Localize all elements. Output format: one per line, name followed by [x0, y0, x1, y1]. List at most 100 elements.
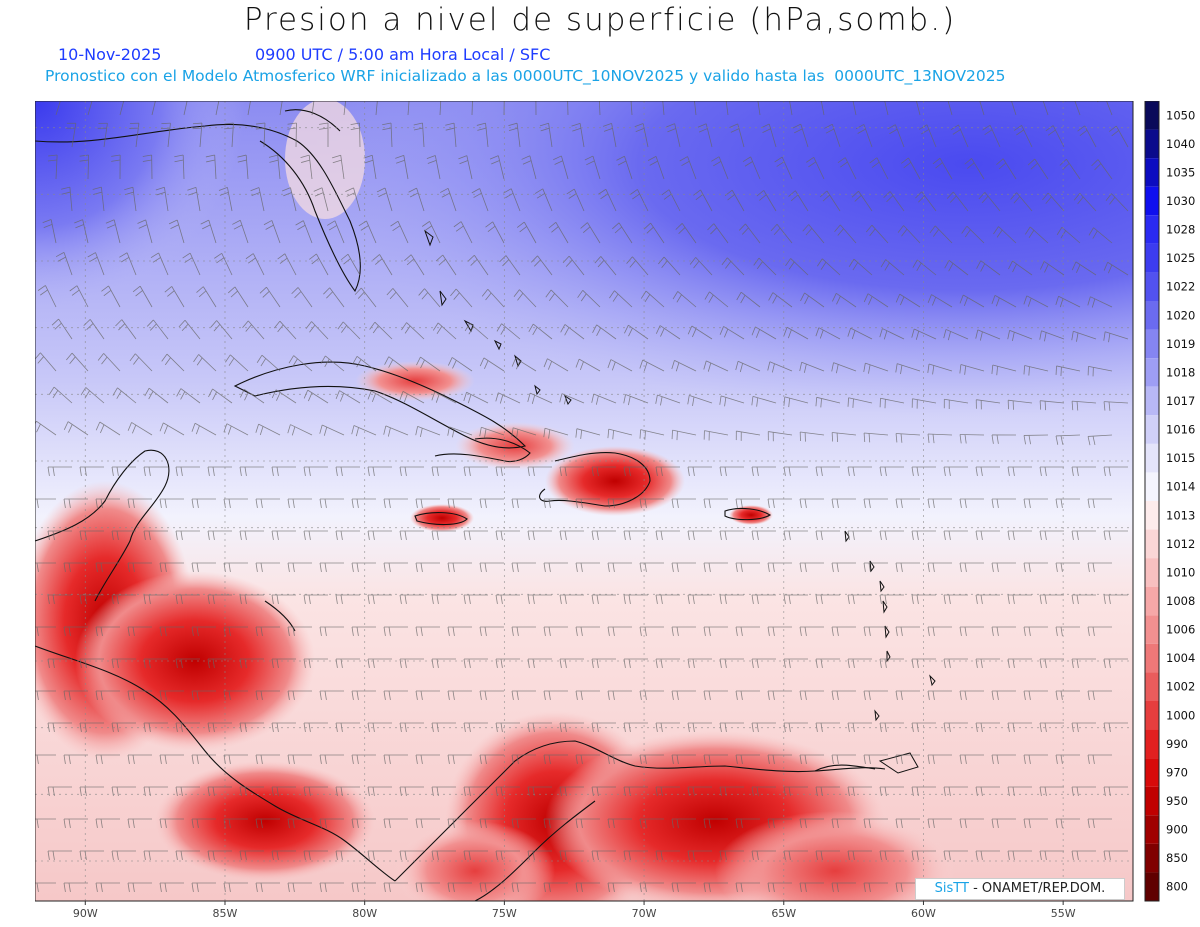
colorbar-label: 800 — [1166, 880, 1188, 894]
colorbar-swatch — [1145, 329, 1159, 359]
wind-barb — [1008, 260, 1033, 276]
wind-barb — [895, 498, 920, 508]
wind-barb — [543, 498, 568, 508]
wind-barb — [1055, 690, 1080, 700]
wind-barb — [672, 291, 697, 308]
wind-barb — [79, 594, 104, 604]
colorbar-swatch — [1145, 272, 1159, 301]
wind-barb — [735, 754, 760, 764]
wind-barb — [687, 722, 712, 732]
wind-barb — [471, 101, 473, 116]
wind-barb — [511, 754, 536, 764]
wind-barb — [927, 690, 952, 700]
wind-barb — [271, 722, 296, 732]
wind-barb — [671, 360, 697, 372]
wind-barb — [479, 498, 504, 508]
wind-barb — [768, 292, 793, 308]
wind-barb — [616, 155, 633, 180]
wind-barb — [562, 255, 585, 276]
wind-barb — [175, 530, 200, 540]
wind-barb — [851, 190, 873, 212]
wind-barb — [1073, 193, 1097, 212]
wind-barb — [63, 626, 88, 636]
wind-barb — [268, 154, 281, 180]
wind-barb — [847, 466, 872, 476]
wind-barb — [1087, 296, 1113, 308]
wind-barb — [399, 658, 424, 668]
wind-barb — [343, 101, 347, 116]
wind-barb — [66, 122, 77, 148]
wind-barb — [895, 754, 920, 764]
colorbar-swatch — [1145, 615, 1159, 644]
wind-barb — [932, 157, 953, 180]
wind-barb — [63, 498, 88, 508]
colorbar-swatch — [1145, 472, 1159, 501]
wind-barb — [1103, 401, 1129, 411]
wind-barb — [255, 626, 280, 636]
colorbar-label: 1022 — [1166, 280, 1195, 294]
wind-barb — [218, 187, 233, 212]
wind-barb — [320, 355, 345, 372]
wind-barb — [239, 466, 264, 476]
wind-barb — [927, 754, 952, 764]
wind-barb — [367, 594, 392, 604]
wind-barb — [447, 426, 473, 438]
wind-barb — [191, 690, 216, 700]
wind-barb — [95, 818, 120, 828]
wind-barb — [35, 562, 56, 572]
wind-barb — [256, 354, 281, 372]
wind-barb — [655, 325, 681, 340]
wind-barb — [929, 225, 953, 244]
colorbar-label: 990 — [1166, 737, 1188, 751]
wind-barb — [735, 882, 760, 892]
wind-barb — [975, 530, 1000, 540]
wind-barb — [143, 530, 168, 540]
wind-barb — [884, 101, 889, 116]
wind-barb — [327, 220, 345, 244]
colorbar-swatch — [1145, 301, 1159, 330]
wind-barb — [865, 224, 889, 244]
wind-barb — [703, 690, 728, 700]
wind-barb — [47, 850, 72, 860]
wind-barb — [463, 722, 488, 732]
colorbar-swatch — [1145, 872, 1159, 901]
wind-barb — [168, 219, 185, 244]
wind-barb — [1055, 754, 1080, 764]
wind-barb — [237, 154, 249, 180]
wind-barb — [911, 594, 936, 604]
wind-barb — [207, 594, 232, 604]
wind-barb — [63, 754, 88, 764]
wind-barb — [735, 690, 760, 700]
wind-barb — [607, 626, 632, 636]
wind-barb — [1007, 594, 1032, 604]
wind-barb — [689, 257, 713, 276]
wind-barb — [319, 498, 344, 508]
wind-barb — [911, 658, 936, 668]
map-frame — [35, 101, 1134, 902]
wind-barb — [591, 393, 617, 405]
wind-barb — [367, 722, 392, 732]
wind-barb — [319, 818, 344, 828]
wind-barb — [783, 530, 808, 540]
wind-barb — [63, 882, 88, 892]
wind-barb — [143, 850, 168, 860]
wind-barb — [847, 850, 872, 860]
wind-barb — [783, 326, 809, 340]
colorbar-label: 1016 — [1166, 423, 1195, 437]
wind-barb — [707, 223, 729, 244]
wind-barb — [1039, 261, 1065, 276]
wind-barb — [367, 786, 392, 796]
wind-barb — [879, 658, 904, 668]
wind-barb — [560, 324, 585, 340]
wind-barb — [687, 395, 713, 406]
colorbar-label: 1014 — [1166, 480, 1195, 494]
wind-barb — [559, 850, 584, 860]
wind-barb — [584, 155, 601, 180]
wind-barb — [413, 122, 425, 148]
colorbar-label: 1012 — [1166, 537, 1195, 551]
wind-barb — [711, 156, 729, 180]
credit-brand: SisTT — [934, 881, 969, 896]
wind-barb — [463, 850, 488, 860]
wind-barb — [662, 101, 665, 116]
wind-barb — [970, 101, 985, 116]
